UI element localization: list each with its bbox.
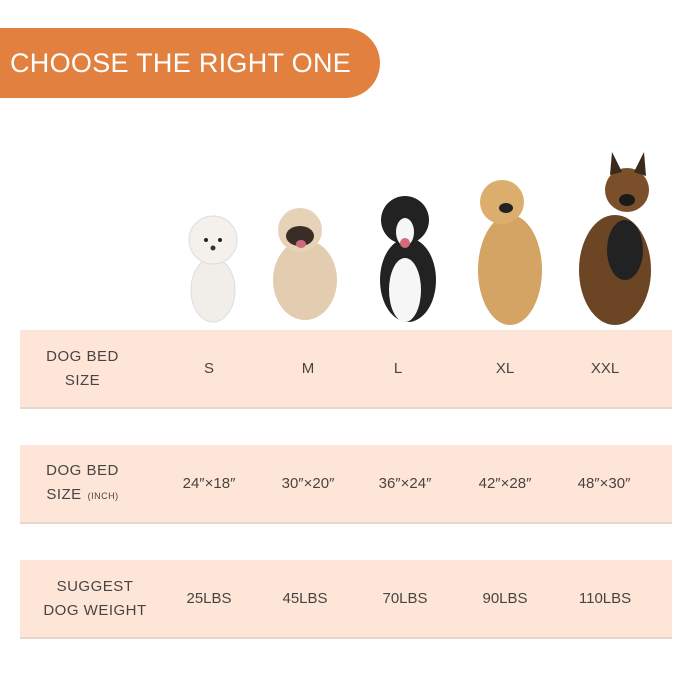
cell: 30″×20″: [281, 475, 335, 492]
german-shepherd-image: [579, 152, 651, 325]
table-row-bed-dimensions: DOG BED SIZE (INCH) 24″×18″ 30″×20″ 36″×2…: [20, 445, 672, 524]
label-unit: (INCH): [87, 491, 119, 501]
label-line2: SIZE: [64, 371, 101, 389]
cell: XXL: [590, 360, 620, 377]
cell: 42″×28″: [478, 475, 532, 492]
cell: 110LBS: [578, 590, 632, 607]
row-label: DOG BED SIZE: [20, 330, 145, 407]
cell: 45LBS: [282, 590, 328, 607]
table-row-dog-weight: SUGGEST DOG WEIGHT 25LBS 45LBS 70LBS 90L…: [20, 560, 672, 639]
cell: L: [393, 360, 403, 377]
label-line1: DOG BED: [46, 347, 119, 365]
cell: 70LBS: [382, 590, 428, 607]
table-row-bed-size: DOG BED SIZE S M L XL XXL: [20, 330, 672, 409]
dog-lineup: [188, 152, 651, 325]
title-banner: CHOOSE THE RIGHT ONE: [0, 28, 380, 98]
label-line2: SIZE: [46, 486, 82, 503]
cell: 24″×18″: [182, 475, 236, 492]
cell: 36″×24″: [378, 475, 432, 492]
cell: 25LBS: [186, 590, 232, 607]
golden-retriever-image: [478, 180, 542, 325]
row-label: DOG BED SIZE (INCH): [20, 445, 145, 522]
pug-image: [273, 208, 337, 320]
banner-title: CHOOSE THE RIGHT ONE: [10, 47, 352, 78]
poodle-image: [188, 215, 238, 323]
cell: XL: [495, 360, 515, 377]
cell: M: [301, 360, 315, 377]
label-line1: SUGGEST: [56, 577, 134, 595]
row-label: SUGGEST DOG WEIGHT: [20, 560, 170, 637]
cell: S: [203, 360, 215, 377]
border-collie-image: [380, 196, 436, 322]
label-line2: DOG WEIGHT: [43, 601, 147, 619]
cell: 48″×30″: [577, 475, 631, 492]
cell: 90LBS: [482, 590, 528, 607]
label-line1: DOG BED: [46, 462, 119, 479]
